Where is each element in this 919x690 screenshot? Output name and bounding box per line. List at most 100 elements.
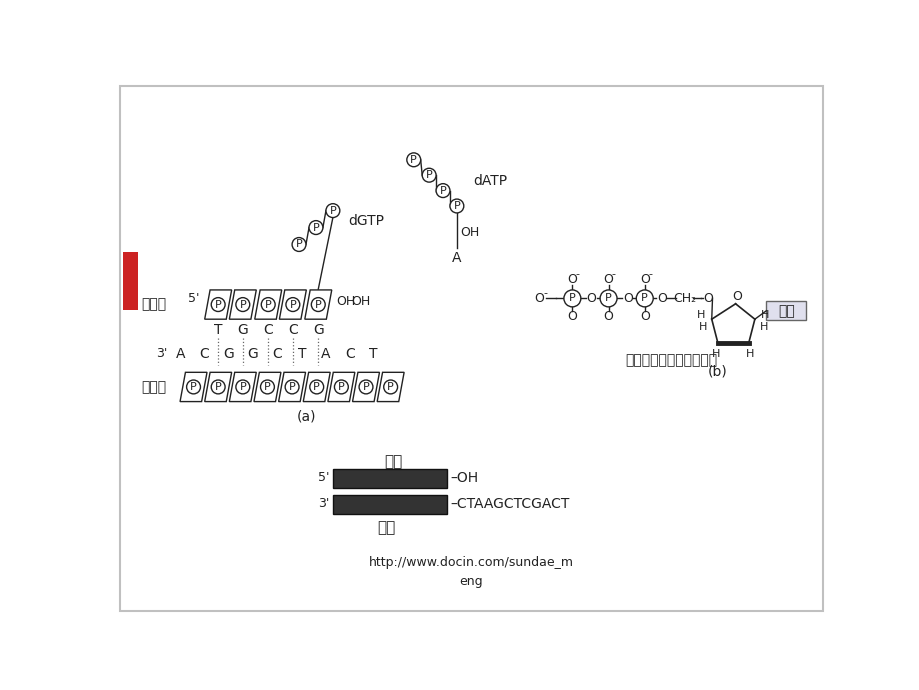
Text: O: O <box>639 273 649 286</box>
Circle shape <box>235 297 249 311</box>
Polygon shape <box>304 290 332 319</box>
Text: -: - <box>648 270 652 279</box>
Circle shape <box>311 297 324 311</box>
Text: 引物: 引物 <box>383 454 402 469</box>
Text: H: H <box>697 310 705 319</box>
Text: 碱基: 碱基 <box>777 304 794 317</box>
Text: H: H <box>711 349 720 359</box>
Text: T: T <box>298 347 306 361</box>
Text: OH: OH <box>460 226 480 239</box>
Polygon shape <box>278 373 305 402</box>
Text: G: G <box>237 323 248 337</box>
Text: P: P <box>425 170 432 180</box>
Text: G: G <box>223 347 234 361</box>
Bar <box>766 302 806 320</box>
Text: O: O <box>534 292 544 305</box>
Bar <box>333 469 447 488</box>
Text: P: P <box>312 223 319 233</box>
Text: O: O <box>702 292 712 305</box>
Text: 引物鉶: 引物鉶 <box>142 297 166 312</box>
Text: P: P <box>568 293 575 304</box>
Text: dATP: dATP <box>472 175 506 188</box>
Polygon shape <box>327 373 355 402</box>
Text: O: O <box>603 310 613 323</box>
Polygon shape <box>204 373 232 402</box>
Text: 3': 3' <box>156 347 167 360</box>
Circle shape <box>286 297 300 311</box>
Text: O: O <box>586 292 596 305</box>
Text: C: C <box>345 347 355 361</box>
Circle shape <box>211 380 225 394</box>
Circle shape <box>261 297 275 311</box>
Polygon shape <box>204 290 232 319</box>
Circle shape <box>187 380 200 394</box>
Text: O: O <box>603 273 613 286</box>
Text: P: P <box>239 382 246 392</box>
Text: O: O <box>639 310 649 323</box>
Text: P: P <box>289 382 295 392</box>
Text: 模板: 模板 <box>378 520 395 535</box>
Text: –CTAAGCTCGACT: –CTAAGCTCGACT <box>449 497 569 511</box>
Text: P: P <box>265 299 271 310</box>
Circle shape <box>310 380 323 394</box>
Text: –OH: –OH <box>449 471 478 485</box>
Text: (b): (b) <box>708 364 727 379</box>
Polygon shape <box>303 373 330 402</box>
Text: P: P <box>337 382 345 392</box>
Text: 双脱氧核苷三磷酸类似物: 双脱氧核苷三磷酸类似物 <box>625 353 717 367</box>
Circle shape <box>563 290 580 307</box>
Text: P: P <box>439 186 446 195</box>
Polygon shape <box>229 373 256 402</box>
Text: T: T <box>369 347 378 361</box>
Polygon shape <box>255 290 281 319</box>
Text: http://www.docin.com/sundae_m
eng: http://www.docin.com/sundae_m eng <box>369 555 573 588</box>
Bar <box>333 495 447 514</box>
Text: A: A <box>321 347 330 361</box>
Text: P: P <box>605 293 611 304</box>
Text: P: P <box>410 155 416 165</box>
Text: P: P <box>362 382 369 392</box>
Text: C: C <box>271 347 281 361</box>
Text: 5': 5' <box>317 471 329 484</box>
Text: O: O <box>622 292 632 305</box>
Text: O: O <box>567 273 577 286</box>
Text: G: G <box>312 323 323 337</box>
Polygon shape <box>352 373 379 402</box>
Polygon shape <box>377 373 403 402</box>
Text: P: P <box>329 206 336 215</box>
Text: C: C <box>288 323 298 337</box>
Text: A: A <box>451 251 461 266</box>
Circle shape <box>383 380 397 394</box>
Text: CH₂: CH₂ <box>673 292 696 305</box>
Polygon shape <box>279 290 306 319</box>
Circle shape <box>406 153 420 167</box>
Text: O: O <box>567 310 577 323</box>
Text: OH: OH <box>351 295 370 308</box>
Circle shape <box>260 380 274 394</box>
Polygon shape <box>180 373 207 402</box>
Text: P: P <box>239 299 246 310</box>
Circle shape <box>235 380 249 394</box>
Text: G: G <box>247 347 258 361</box>
Text: C: C <box>263 323 273 337</box>
Circle shape <box>422 168 436 182</box>
Text: -: - <box>543 288 547 298</box>
Circle shape <box>335 380 348 394</box>
Polygon shape <box>229 290 256 319</box>
Text: O: O <box>656 292 666 305</box>
Text: (a): (a) <box>297 409 316 423</box>
Text: dGTP: dGTP <box>348 215 384 228</box>
Text: P: P <box>295 239 302 250</box>
Circle shape <box>285 380 299 394</box>
Circle shape <box>436 184 449 197</box>
Polygon shape <box>254 373 280 402</box>
Circle shape <box>358 380 372 394</box>
Text: A: A <box>176 347 185 361</box>
Circle shape <box>636 290 652 307</box>
Text: H: H <box>759 322 767 332</box>
Text: O: O <box>732 290 742 303</box>
Circle shape <box>325 204 339 217</box>
Text: H: H <box>745 349 754 359</box>
Text: 3': 3' <box>317 497 329 511</box>
Text: P: P <box>387 382 393 392</box>
